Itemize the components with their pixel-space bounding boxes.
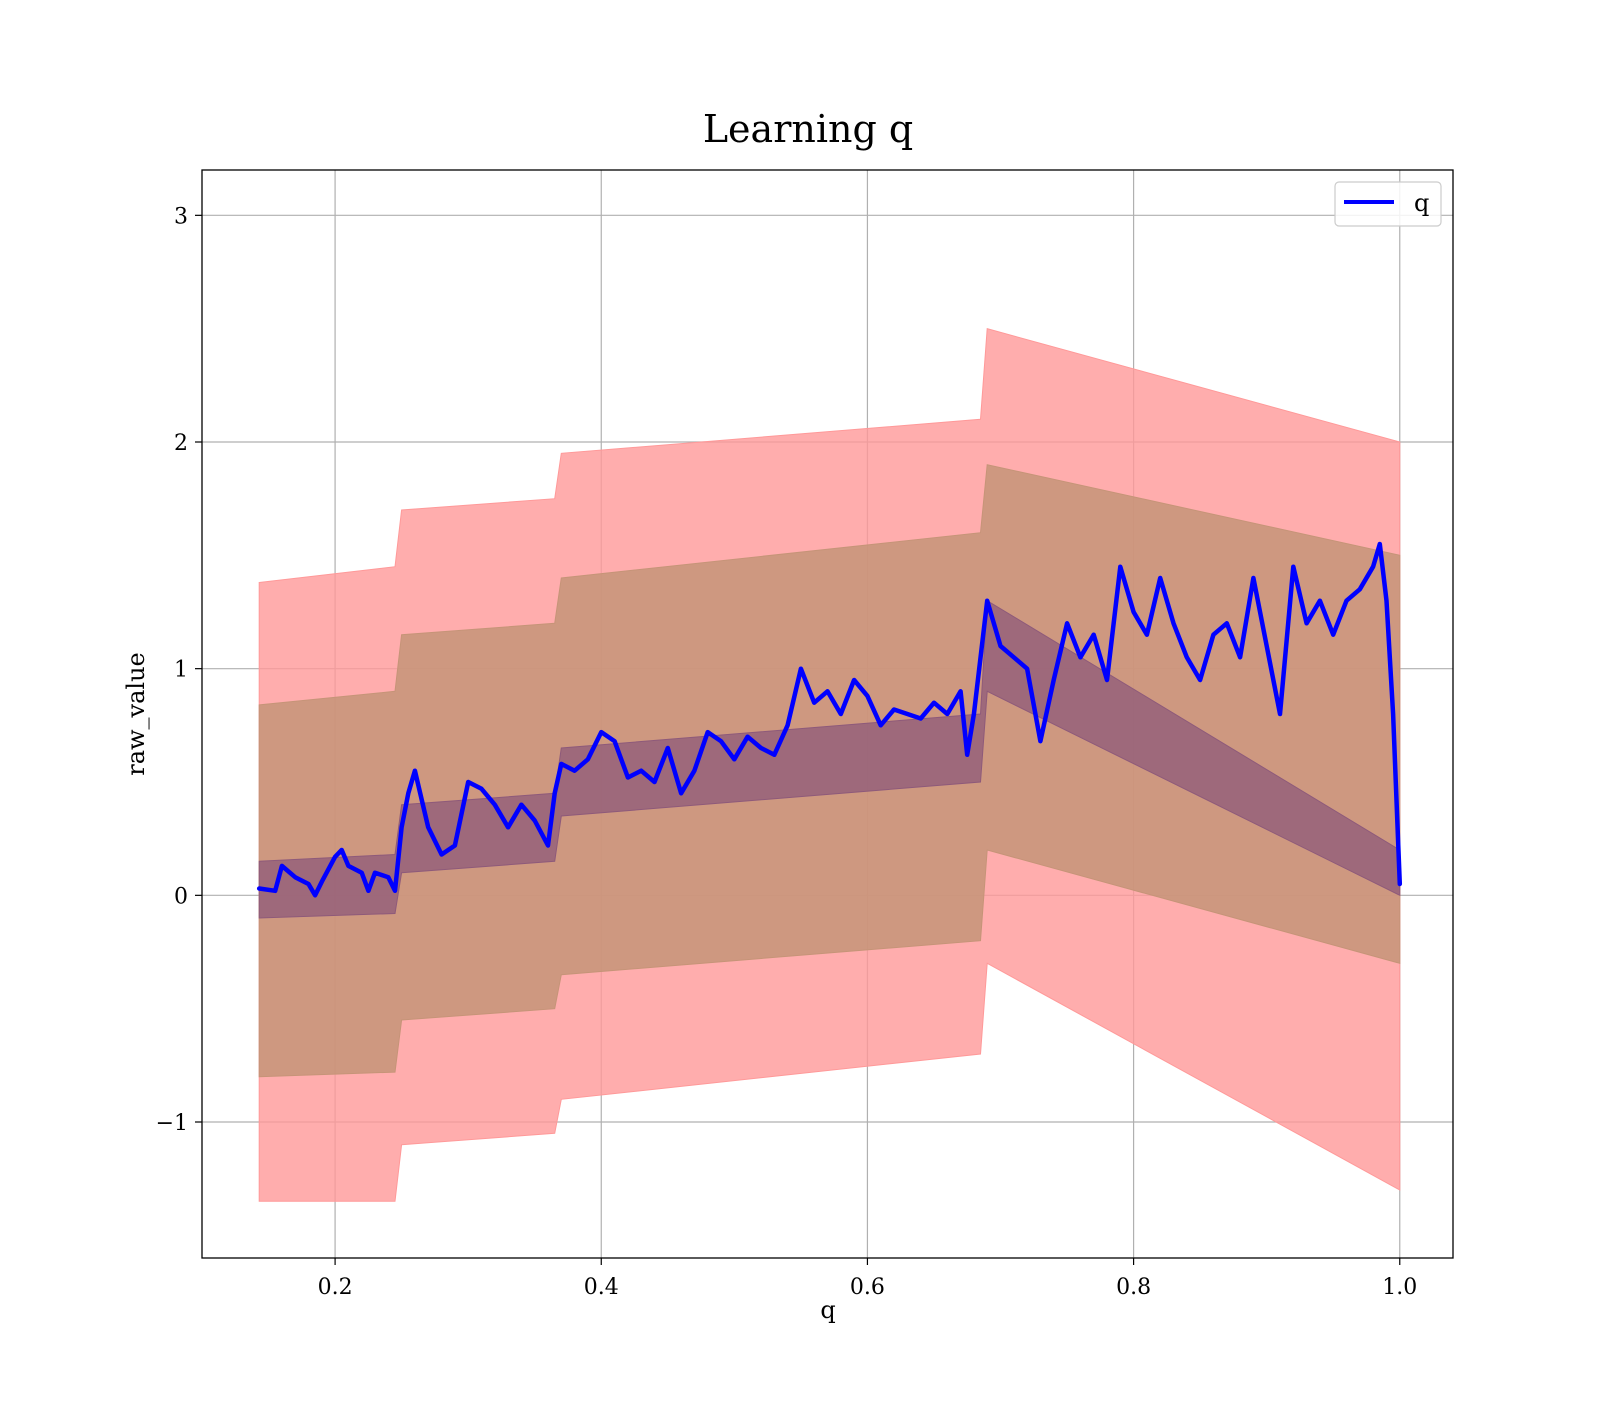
x-tick-label: 0.6 <box>850 1275 885 1300</box>
y-tick-label: 0 <box>174 884 188 909</box>
axis-ticks: 0.2 0.4 0.6 0.8 1.0 −1 0 1 2 3 <box>156 204 1418 1300</box>
confidence-bands <box>258 328 1401 1202</box>
series-line-q <box>256 541 1403 898</box>
plot-area-frame <box>201 169 1454 1259</box>
x-axis-label: q <box>820 1296 835 1324</box>
y-tick-label: 2 <box>174 431 188 456</box>
legend-entry-q: q <box>1414 189 1429 217</box>
series-lines <box>256 541 1403 898</box>
x-tick-label: 1.0 <box>1382 1275 1417 1300</box>
x-tick-label: 0.8 <box>1116 1275 1151 1300</box>
legend: q <box>1334 181 1442 227</box>
y-axis-label: raw_value <box>122 652 150 776</box>
y-tick-label: −1 <box>156 1111 188 1136</box>
x-tick-label: 0.2 <box>318 1275 353 1300</box>
y-tick-label: 3 <box>174 204 188 229</box>
chart-title: Learning q <box>703 107 913 151</box>
y-tick-label: 1 <box>174 658 188 683</box>
x-tick-label: 0.4 <box>584 1275 619 1300</box>
